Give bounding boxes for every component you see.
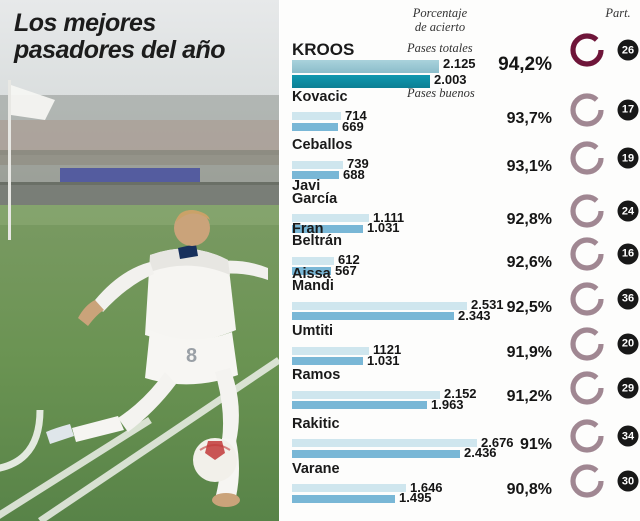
svg-text:8: 8 (186, 345, 197, 367)
